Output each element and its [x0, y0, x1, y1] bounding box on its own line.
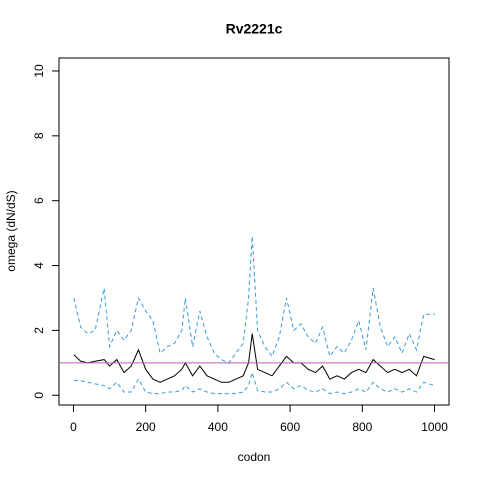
plot-frame — [58, 57, 450, 406]
series-line — [73, 333, 435, 383]
y-tick-label: 10 — [32, 64, 46, 78]
x-tick-label: 1000 — [421, 420, 448, 434]
series-line — [73, 370, 435, 395]
y-tick-label: 4 — [32, 262, 46, 269]
y-tick-label: 8 — [32, 132, 46, 139]
x-tick-label: 400 — [208, 420, 228, 434]
x-tick-label: 600 — [280, 420, 300, 434]
y-tick-label: 6 — [32, 197, 46, 204]
x-tick-label: 0 — [70, 420, 77, 434]
x-tick-label: 200 — [136, 420, 156, 434]
x-axis-label: codon — [238, 450, 271, 464]
y-tick-label: 0 — [32, 392, 46, 399]
series-line — [73, 236, 435, 364]
x-tick-label: 800 — [352, 420, 372, 434]
y-tick-label: 2 — [32, 327, 46, 334]
y-axis-label: omega (dN/dS) — [4, 190, 18, 271]
chart-title: Rv2221c — [226, 21, 283, 37]
